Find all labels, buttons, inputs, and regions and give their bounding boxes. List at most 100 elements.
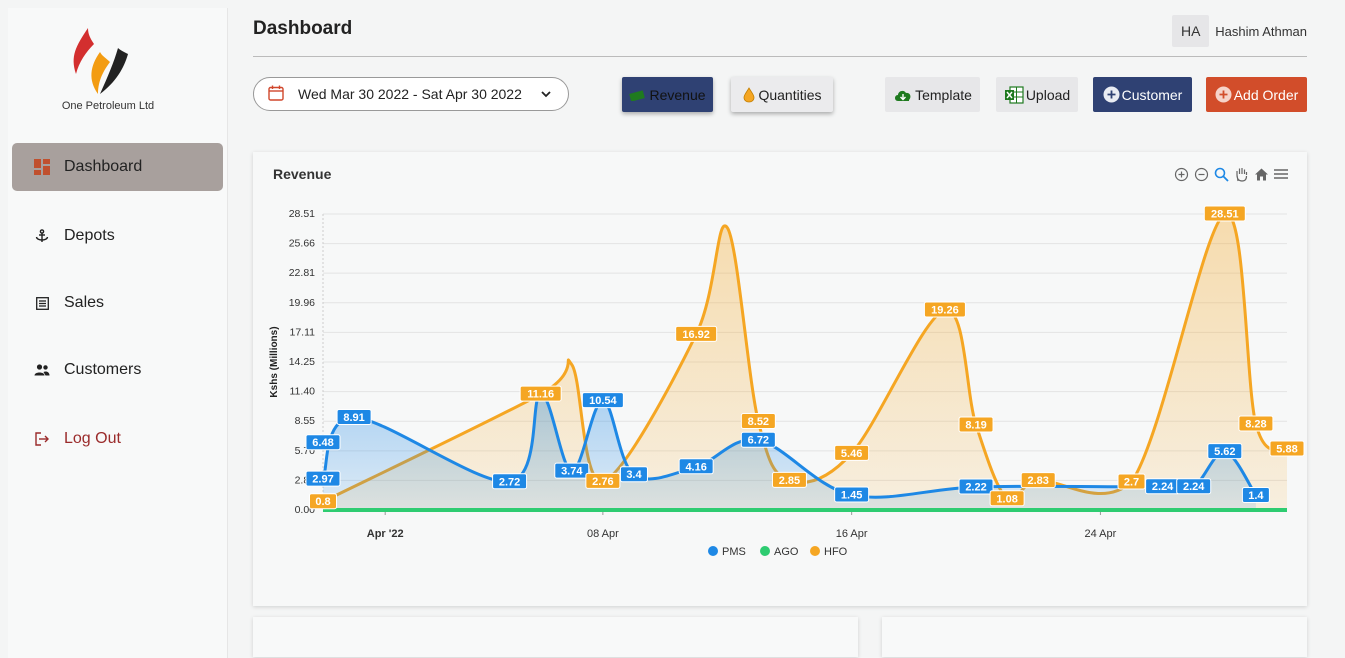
main-content: Dashboard HA Hashim Athman Wed Mar 30 20… — [253, 0, 1307, 657]
chevron-down-icon — [540, 87, 552, 103]
data-label-text: 3.4 — [626, 469, 642, 481]
calendar-icon — [268, 85, 284, 104]
data-label-box — [305, 470, 341, 487]
data-label-box — [336, 408, 372, 425]
data-label-box — [1241, 486, 1270, 503]
data-label-box — [923, 301, 966, 318]
template-button[interactable]: Template — [885, 77, 980, 112]
date-range-picker[interactable]: Wed Mar 30 2022 - Sat Apr 30 2022 — [253, 77, 569, 111]
user-menu[interactable]: HA Hashim Athman — [1172, 15, 1307, 47]
data-label-text: 8.52 — [748, 416, 769, 428]
data-label-box — [958, 478, 994, 495]
data-label-text: 10.54 — [589, 395, 617, 407]
data-label-hfo: 8.52 — [740, 413, 776, 430]
data-label-text: 11.16 — [527, 389, 554, 401]
sidebar-item-dashboard[interactable]: Dashboard — [12, 143, 223, 191]
data-label-box — [619, 466, 648, 483]
data-label-text: 5.88 — [1276, 443, 1297, 455]
data-label-hfo: 2.83 — [1020, 472, 1056, 489]
data-label-text: 16.92 — [682, 329, 710, 341]
excel-icon — [1004, 85, 1024, 104]
data-label-box — [675, 325, 718, 342]
sidebar-item-depots[interactable]: Depots — [12, 212, 223, 260]
legend-marker-pms — [708, 546, 718, 556]
data-label-text: 1.4 — [1248, 490, 1264, 502]
data-label-pms: 2.24 — [1176, 478, 1212, 495]
user-name: Hashim Athman — [1215, 23, 1307, 39]
zoom-in-icon[interactable] — [1173, 166, 1189, 182]
data-label-text: 2.83 — [1028, 475, 1049, 487]
avatar[interactable]: HA — [1172, 15, 1210, 47]
customer-button-label: Customer — [1121, 86, 1183, 103]
upload-button[interactable]: Upload — [996, 77, 1078, 112]
plus-circle-icon — [1103, 86, 1120, 103]
legend-marker-ago — [760, 546, 770, 556]
data-label-box — [989, 490, 1025, 507]
data-label-hfo: 5.88 — [1269, 440, 1305, 457]
list-icon — [34, 295, 50, 311]
y-tick-label: 11.40 — [290, 386, 316, 398]
data-label-pms: 2.97 — [305, 470, 341, 487]
cloud-download-icon — [893, 88, 913, 102]
data-label-pms: 1.45 — [834, 486, 870, 503]
x-tick-label: 24 Apr — [1085, 528, 1117, 540]
sidebar-item-label: Customers — [64, 361, 142, 378]
data-label-pms: 6.72 — [740, 431, 776, 448]
quantities-button-label: Quantities — [758, 86, 822, 103]
sidebar-item-label: Sales — [64, 294, 105, 311]
data-label-pms: 6.48 — [305, 434, 341, 451]
menu-icon[interactable] — [1273, 166, 1289, 182]
sidebar-item-label: Dashboard — [64, 158, 143, 175]
logout-icon — [34, 431, 50, 447]
data-label-pms: 5.62 — [1207, 443, 1243, 460]
home-icon[interactable] — [1253, 166, 1269, 182]
sidebar-item-logout[interactable]: Log Out — [12, 415, 223, 463]
x-tick-label: Apr '22 — [367, 528, 404, 540]
data-label-hfo: 16.92 — [675, 325, 718, 342]
template-button-label: Template — [915, 86, 972, 103]
data-label-box — [678, 458, 714, 475]
revenue-button[interactable]: Revenue — [622, 77, 713, 112]
data-label-text: 5.46 — [841, 448, 862, 460]
sidebar-item-sales[interactable]: Sales — [12, 279, 223, 327]
data-label-pms: 10.54 — [581, 392, 624, 409]
series-area-hfo — [323, 213, 1287, 510]
money-icon — [629, 89, 647, 101]
pan-hand-icon[interactable] — [1233, 166, 1249, 182]
data-label-box — [1207, 443, 1243, 460]
data-label-text: 0.8 — [315, 496, 330, 508]
y-tick-label: 22.81 — [289, 267, 315, 279]
data-label-box — [585, 472, 621, 489]
data-label-hfo: 8.28 — [1238, 415, 1274, 432]
data-label-hfo: 1.08 — [989, 490, 1025, 507]
logo-text: One Petroleum Ltd — [61, 100, 155, 112]
company-logo[interactable]: One Petroleum Ltd — [48, 22, 168, 122]
sidebar-item-customers[interactable]: Customers — [12, 346, 223, 394]
data-label-text: 1.45 — [841, 489, 862, 501]
chart-legend: PMS AGO HFO — [708, 546, 848, 558]
data-label-box — [834, 444, 870, 461]
magnifier-icon[interactable] — [1213, 166, 1229, 182]
data-label-text: 2.7 — [1124, 476, 1139, 488]
droplet-icon — [742, 86, 756, 103]
add-customer-button[interactable]: Customer — [1093, 77, 1192, 112]
data-label-pms: 4.16 — [678, 458, 714, 475]
y-tick-label: 25.66 — [289, 238, 315, 250]
data-label-hfo: 19.26 — [923, 301, 966, 318]
y-tick-label: 19.96 — [289, 297, 315, 309]
y-axis-title: Kshs (Millions) — [269, 326, 280, 397]
data-label-text: 8.28 — [1245, 419, 1266, 431]
legend-label: PMS — [722, 546, 746, 558]
data-label-text: 2.76 — [592, 476, 613, 488]
data-label-box — [740, 431, 776, 448]
zoom-out-icon[interactable] — [1193, 166, 1209, 182]
revenue-button-label: Revenue — [649, 86, 706, 103]
legend-marker-hfo — [810, 546, 820, 556]
flame-logo-icon — [73, 28, 128, 94]
chart-toolbar — [1173, 166, 1289, 182]
quantities-button[interactable]: Quantities — [731, 77, 833, 112]
data-label-text: 1.08 — [996, 493, 1017, 505]
anchor-icon — [34, 228, 50, 244]
bottom-card-right — [882, 617, 1307, 657]
add-order-button[interactable]: Add Order — [1206, 77, 1307, 112]
